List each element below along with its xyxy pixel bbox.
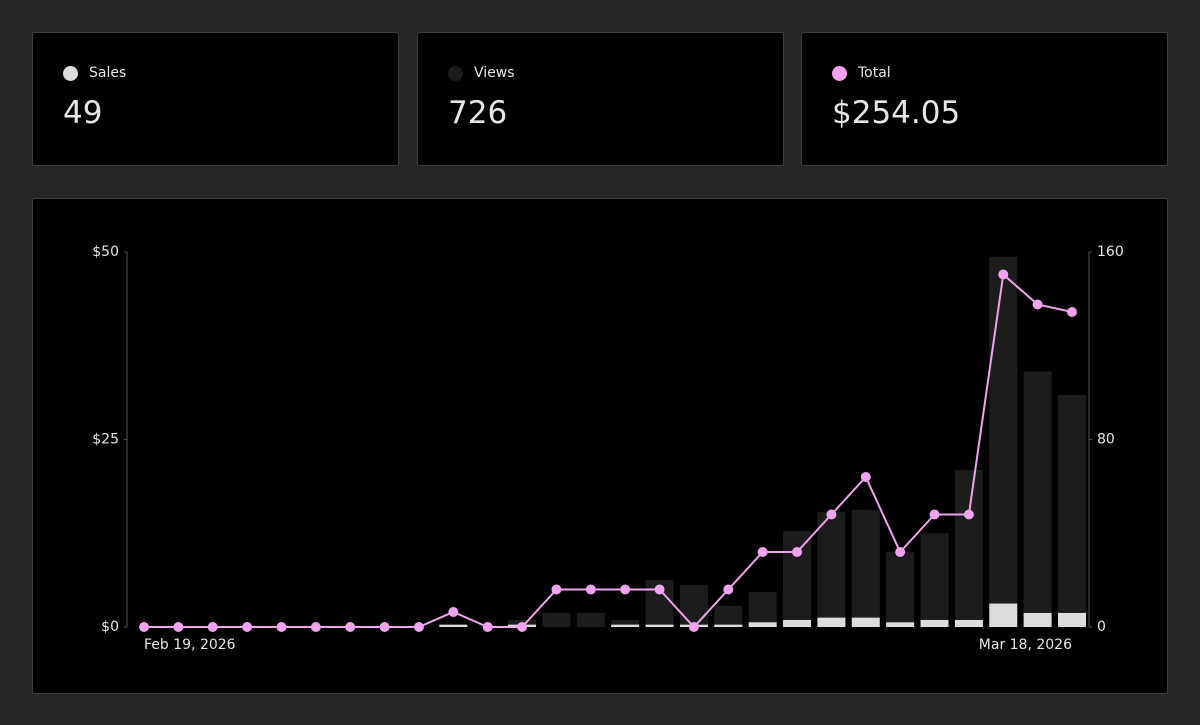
point [826,509,837,520]
point [998,269,1009,280]
point [654,584,665,595]
card-value: 726 [448,95,508,131]
bar [783,619,812,627]
legend-dot [448,65,463,81]
bar [542,612,571,627]
point [585,584,596,595]
bar [989,256,1018,627]
bar [886,552,915,627]
bar [920,619,949,627]
y-tick-label: $0 [101,619,119,635]
point [379,622,390,632]
y-tick-label: $50 [92,244,119,260]
bar [748,622,777,627]
point [310,622,321,632]
point [207,622,218,632]
point [345,622,356,632]
bar [1058,394,1086,627]
point [963,509,974,520]
bar [1023,612,1052,627]
point [1067,307,1077,317]
card-label: Total [858,65,891,81]
point [723,584,734,595]
y2-tick-label: 0 [1097,619,1106,635]
point [860,472,871,482]
bar [748,591,777,627]
point [173,622,184,632]
point [688,622,699,632]
point [929,509,940,520]
point [895,547,906,557]
point [620,584,631,595]
bar [817,617,846,627]
bar [817,512,846,627]
point [482,622,493,632]
point [139,622,149,632]
point [276,622,287,632]
bar [851,617,880,627]
total-card: Total $254.05 [801,32,1168,166]
y2-tick-label: 80 [1097,432,1115,448]
bar [679,584,708,627]
y2-tick-label: 160 [1097,244,1124,260]
bar [439,624,468,627]
bar [851,509,880,627]
bar [714,605,743,627]
bar [714,624,743,627]
point [792,547,803,557]
bar [576,612,605,627]
y-tick-label: $25 [92,432,119,448]
x-tick-label: Feb 19, 2026 [144,637,236,653]
point [757,547,768,557]
legend-dot [63,65,78,81]
point [448,607,459,617]
bar [989,603,1018,627]
x-tick-label: Mar 18, 2026 [979,637,1072,653]
card-label: Sales [89,65,127,81]
bar [611,619,640,627]
bar [1023,371,1052,627]
point [242,622,253,632]
point [1032,299,1043,310]
sales-card: Sales 49 [32,32,399,166]
card-value: 49 [63,95,103,131]
views-card: Views 726 [417,32,784,166]
bar [783,530,812,627]
point [551,584,562,595]
bar [954,619,983,627]
card-label: Views [474,65,515,81]
line [144,272,1073,629]
bar [920,533,949,627]
bar [954,469,983,627]
point [517,622,528,632]
legend-dot [832,65,847,81]
bar [645,624,674,627]
bar [611,624,640,627]
card-value: $254.05 [832,95,961,131]
bar [886,622,915,627]
bar [1058,612,1086,627]
point [413,622,424,632]
